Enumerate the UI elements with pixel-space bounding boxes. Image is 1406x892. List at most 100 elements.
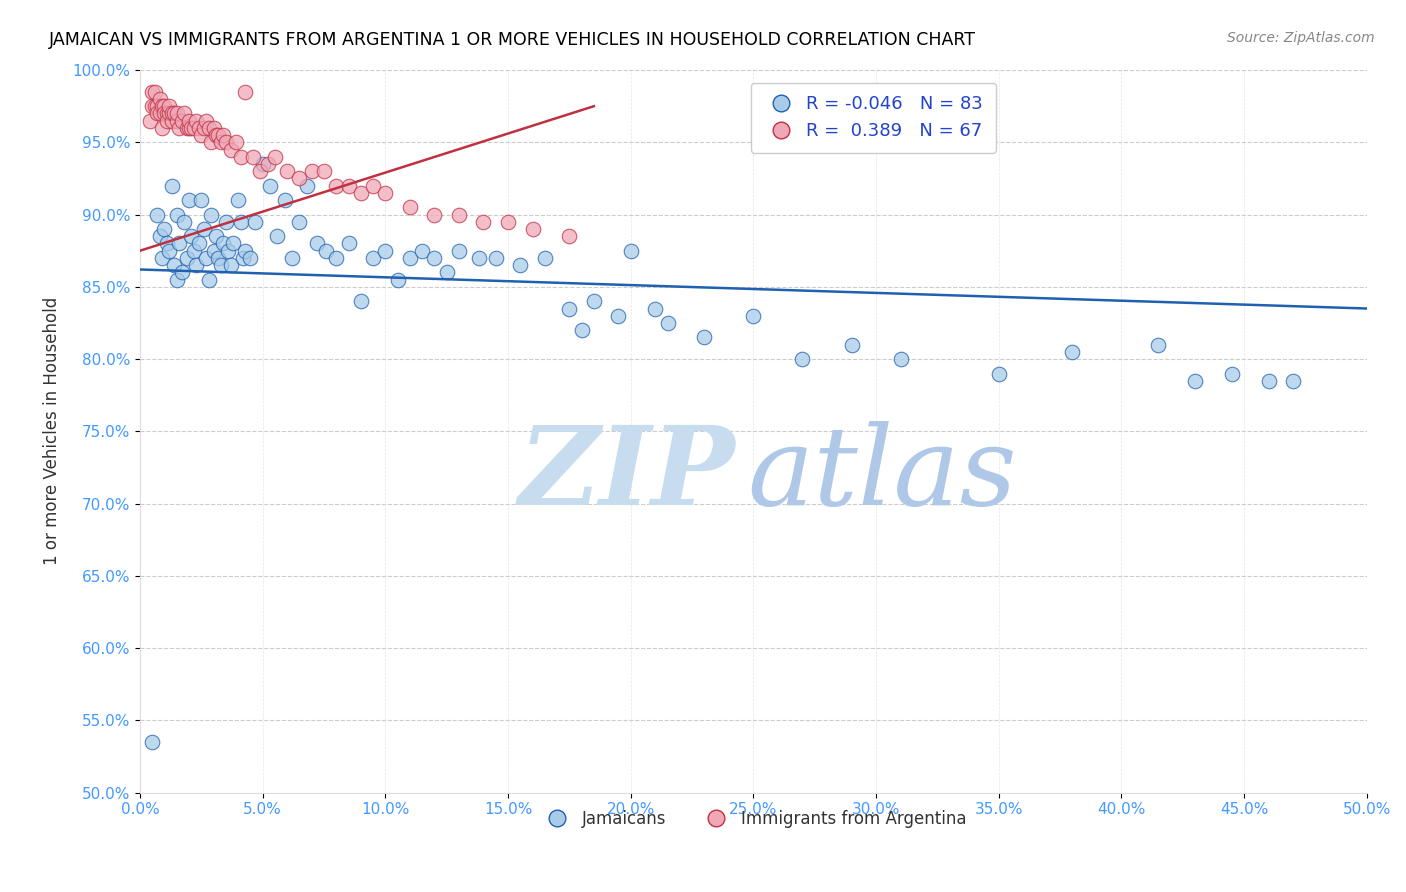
Point — [176, 251, 198, 265]
Point — [252, 157, 274, 171]
Point — [226, 193, 249, 207]
Point — [249, 164, 271, 178]
Point — [197, 120, 219, 135]
Point — [160, 106, 183, 120]
Point — [242, 150, 264, 164]
Y-axis label: 1 or more Vehicles in Household: 1 or more Vehicles in Household — [44, 297, 60, 566]
Point — [157, 99, 180, 113]
Point — [350, 186, 373, 200]
Point — [177, 193, 200, 207]
Point — [496, 215, 519, 229]
Point — [281, 251, 304, 265]
Point — [225, 136, 247, 150]
Text: ZIP: ZIP — [519, 421, 735, 528]
Point — [157, 106, 180, 120]
Point — [361, 178, 384, 193]
Point — [215, 136, 238, 150]
Point — [288, 215, 311, 229]
Point — [180, 120, 202, 135]
Point — [256, 157, 278, 171]
Point — [193, 222, 215, 236]
Point — [582, 294, 605, 309]
Point — [170, 113, 193, 128]
Point — [217, 244, 239, 258]
Point — [219, 258, 242, 272]
Point — [325, 178, 347, 193]
Point — [315, 244, 337, 258]
Point — [190, 193, 212, 207]
Point — [222, 236, 245, 251]
Point — [229, 215, 252, 229]
Point — [288, 171, 311, 186]
Point — [170, 265, 193, 279]
Point — [183, 244, 205, 258]
Point — [337, 236, 360, 251]
Point — [146, 208, 169, 222]
Point — [212, 236, 235, 251]
Point — [187, 236, 209, 251]
Point — [1147, 337, 1170, 351]
Point — [1220, 367, 1243, 381]
Point — [149, 106, 172, 120]
Point — [156, 113, 179, 128]
Point — [436, 265, 458, 279]
Point — [533, 251, 555, 265]
Point — [266, 229, 288, 244]
Point — [163, 106, 186, 120]
Legend: Jamaicans, Immigrants from Argentina: Jamaicans, Immigrants from Argentina — [533, 804, 973, 835]
Point — [153, 99, 176, 113]
Point — [202, 244, 225, 258]
Point — [209, 258, 232, 272]
Point — [693, 330, 716, 344]
Point — [149, 229, 172, 244]
Point — [212, 128, 235, 142]
Point — [644, 301, 666, 316]
Point — [205, 128, 228, 142]
Point — [177, 113, 200, 128]
Point — [146, 106, 169, 120]
Point — [325, 251, 347, 265]
Point — [209, 136, 232, 150]
Point — [229, 150, 252, 164]
Point — [558, 229, 581, 244]
Point — [190, 128, 212, 142]
Point — [146, 99, 169, 113]
Point — [1062, 344, 1084, 359]
Point — [274, 193, 297, 207]
Point — [163, 258, 186, 272]
Point — [207, 251, 229, 265]
Point — [259, 178, 281, 193]
Point — [150, 99, 173, 113]
Point — [571, 323, 593, 337]
Point — [202, 120, 225, 135]
Point — [411, 244, 433, 258]
Point — [150, 251, 173, 265]
Point — [167, 120, 190, 135]
Point — [143, 85, 166, 99]
Point — [166, 106, 188, 120]
Point — [141, 99, 163, 113]
Point — [197, 272, 219, 286]
Point — [207, 128, 229, 142]
Point — [156, 106, 179, 120]
Point — [195, 113, 218, 128]
Point — [186, 113, 208, 128]
Point — [215, 215, 238, 229]
Point — [295, 178, 318, 193]
Point — [200, 136, 222, 150]
Text: JAMAICAN VS IMMIGRANTS FROM ARGENTINA 1 OR MORE VEHICLES IN HOUSEHOLD CORRELATIO: JAMAICAN VS IMMIGRANTS FROM ARGENTINA 1 … — [49, 31, 976, 49]
Point — [301, 164, 323, 178]
Point — [232, 251, 254, 265]
Point — [157, 244, 180, 258]
Point — [205, 229, 228, 244]
Text: Source: ZipAtlas.com: Source: ZipAtlas.com — [1227, 31, 1375, 45]
Point — [312, 164, 335, 178]
Point — [150, 120, 173, 135]
Point — [361, 251, 384, 265]
Point — [276, 164, 298, 178]
Point — [620, 244, 643, 258]
Point — [374, 186, 396, 200]
Point — [305, 236, 328, 251]
Point — [387, 272, 409, 286]
Point — [399, 251, 422, 265]
